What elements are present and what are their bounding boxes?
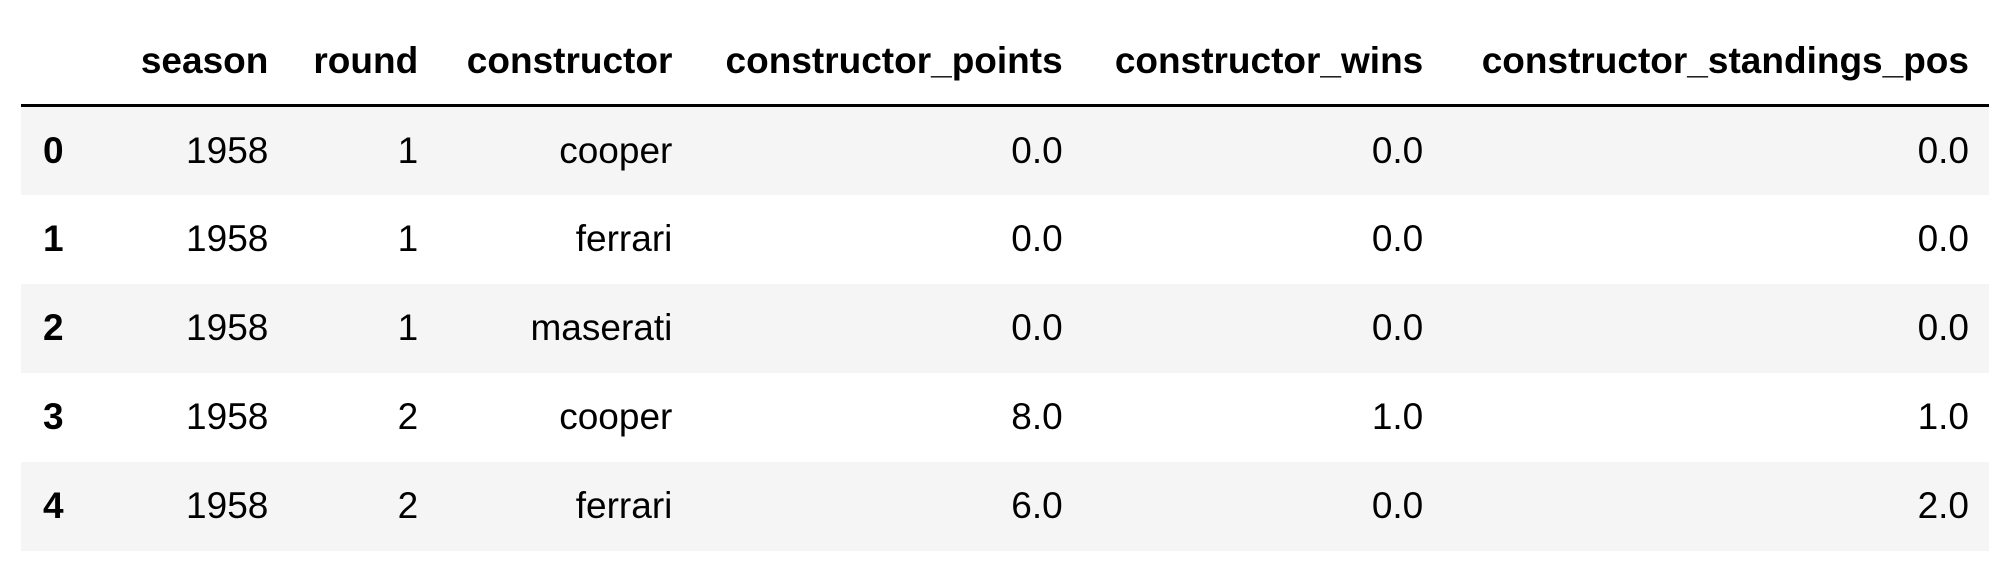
cell-constructor-wins: 0.0 — [1371, 129, 1424, 171]
header-constructor-wins: constructor_wins — [1082, 17, 1444, 107]
cell-season: 1958 — [186, 485, 269, 526]
cell-round: 1 — [397, 218, 419, 259]
cell-constructor-standings-pos: 0.0 — [1917, 218, 1969, 259]
cell-constructor-standings-pos: 1.0 — [1917, 396, 1969, 437]
row-index: 4 — [43, 485, 64, 526]
cell-round: 1 — [397, 129, 419, 171]
header-index — [21, 17, 115, 107]
cell-round: 2 — [397, 396, 419, 437]
cell-constructor-points: 0.0 — [1011, 307, 1063, 348]
cell-constructor-standings-pos: 2.0 — [1917, 485, 1969, 526]
cell-constructor-wins: 1.0 — [1371, 396, 1424, 437]
table-header: season round constructor constructor_poi… — [21, 17, 1989, 107]
cell-constructor-wins: 0.0 — [1371, 218, 1424, 259]
cell-constructor-wins: 0.0 — [1371, 485, 1424, 526]
row-index: 3 — [43, 396, 64, 437]
table-row: 0 1958 1 cooper 0.0 0.0 0.0 — [21, 105, 1989, 195]
cell-season: 1958 — [186, 129, 269, 171]
row-index: 2 — [43, 307, 64, 348]
cell-season: 1958 — [186, 218, 269, 259]
header-row: season round constructor constructor_poi… — [21, 17, 1989, 107]
cell-constructor-standings-pos: 0.0 — [1917, 129, 1969, 171]
row-index: 1 — [43, 218, 64, 259]
cell-constructor-points: 0.0 — [1011, 129, 1063, 171]
header-constructor-points: constructor_points — [692, 17, 1083, 107]
cell-constructor: cooper — [559, 396, 673, 437]
cell-constructor: cooper — [559, 129, 673, 171]
cell-season: 1958 — [186, 396, 269, 437]
cell-constructor: ferrari — [575, 218, 673, 259]
cell-constructor: maserati — [530, 307, 673, 348]
table-row: 3 1958 2 cooper 8.0 1.0 1.0 — [21, 372, 1989, 462]
table-row: 2 1958 1 maserati 0.0 0.0 0.0 — [21, 283, 1989, 373]
row-index: 0 — [43, 129, 64, 171]
cell-constructor-points: 0.0 — [1011, 218, 1063, 259]
header-constructor: constructor — [438, 17, 693, 107]
cell-constructor-points: 8.0 — [1011, 396, 1063, 437]
header-constructor-standings-pos: constructor_standings_pos — [1443, 17, 1989, 107]
cell-constructor-standings-pos: 0.0 — [1917, 307, 1969, 348]
cell-round: 1 — [397, 307, 419, 348]
cell-constructor: ferrari — [575, 485, 673, 526]
cell-constructor-points: 6.0 — [1011, 485, 1063, 526]
dataframe-table: season round constructor constructor_poi… — [21, 17, 1989, 551]
table-row: 1 1958 1 ferrari 0.0 0.0 0.0 — [21, 194, 1989, 284]
header-round: round — [288, 17, 439, 107]
table-body: 0 1958 1 cooper 0.0 0.0 0.0 1 1958 1 fer… — [21, 105, 1989, 551]
header-season: season — [115, 17, 289, 107]
cell-round: 2 — [397, 485, 419, 526]
table-row: 4 1958 2 ferrari 6.0 0.0 2.0 — [21, 461, 1989, 551]
cell-season: 1958 — [186, 307, 269, 348]
cell-constructor-wins: 0.0 — [1371, 307, 1424, 348]
